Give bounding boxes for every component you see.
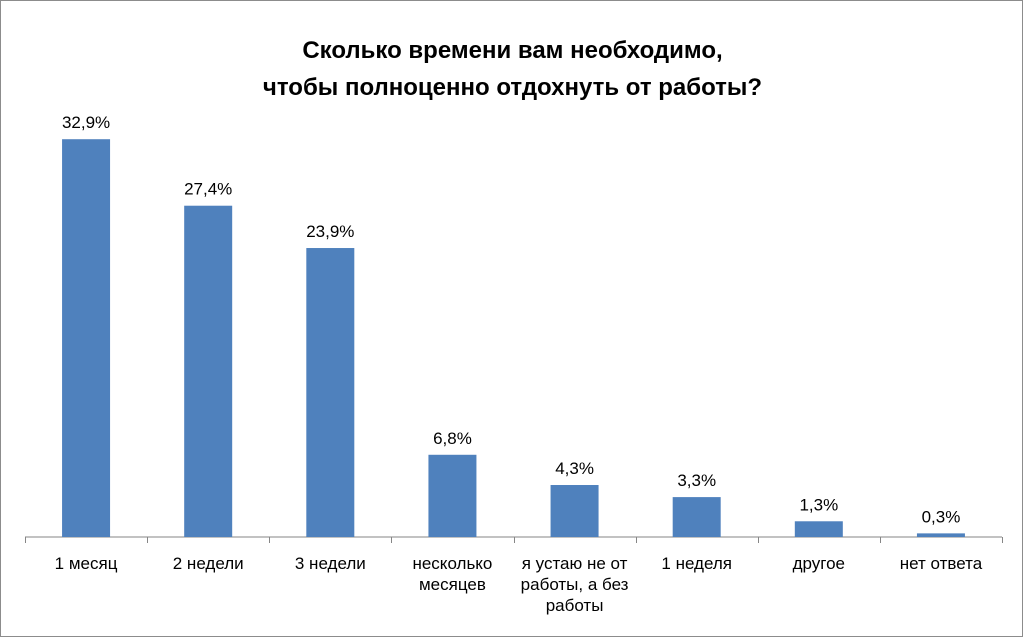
data-label: 23,9% — [306, 222, 354, 241]
chart-title-line-1: Сколько времени вам необходимо, — [302, 37, 723, 64]
bar — [62, 139, 111, 537]
data-label: 4,3% — [555, 459, 594, 478]
bar — [916, 533, 965, 537]
data-label: 1,3% — [799, 495, 838, 514]
bar — [672, 497, 721, 537]
category-label: 1 месяц — [55, 554, 118, 573]
bar — [550, 485, 599, 537]
bar — [184, 205, 233, 537]
category-label: 2 недели — [173, 554, 244, 573]
chart-title: Сколько времени вам необходимо, чтобы по… — [0, 32, 1025, 106]
category-label: 1 неделя — [661, 554, 732, 573]
category-label: я устаю не от работы, а без работы — [521, 554, 629, 615]
category-label: другое — [793, 554, 845, 573]
data-label: 27,4% — [184, 180, 232, 199]
data-label: 0,3% — [922, 507, 961, 526]
category-label: нет ответа — [900, 554, 983, 573]
category-label: 3 недели — [295, 554, 366, 573]
data-label: 32,9% — [62, 113, 110, 132]
bar — [306, 248, 355, 537]
data-label: 3,3% — [677, 471, 716, 490]
chart-title-line-2: чтобы полноценно отдохнуть от работы? — [262, 74, 763, 101]
category-label: несколько месяцев — [412, 554, 492, 594]
data-label: 6,8% — [433, 429, 472, 448]
bar — [428, 454, 477, 537]
bar — [794, 521, 843, 537]
